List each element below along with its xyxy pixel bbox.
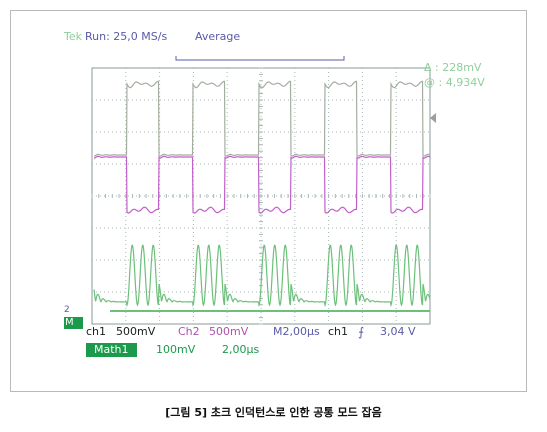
figure-frame (10, 10, 527, 392)
timebase-readout: M2,00μs (273, 325, 320, 338)
ch2-label: Ch2 (178, 325, 200, 338)
rising-edge-icon: ⨍ (358, 325, 365, 339)
math-scale: 100mV (156, 343, 196, 356)
ch2-waveform (94, 155, 431, 214)
ch1-label: ch1 (86, 325, 107, 338)
ch2-marker: 2 (64, 305, 70, 315)
ch1-scale: 500mV (116, 325, 156, 338)
cursor-at-readout: @ : 4,934V (424, 76, 485, 89)
math-marker: M (64, 317, 83, 329)
trigger-level: 3,04 V (380, 325, 416, 338)
trigger-source: ch1 (328, 325, 349, 338)
ch1-waveform (94, 80, 431, 157)
acquisition-mode: Average (195, 30, 241, 43)
math-timebase: 2,00μs (222, 343, 260, 356)
graticule (91, 67, 431, 325)
ch2-scale: 500mV (209, 325, 249, 338)
brand-label: Tek (64, 30, 82, 43)
trigger-position-bracket (175, 56, 345, 61)
trigger-level-arrow-icon (430, 113, 436, 123)
cursor-delta-readout: Δ : 228mV (424, 61, 482, 74)
math-label-badge: Math1 (86, 343, 137, 357)
run-status: Run: 25,0 MS/s (85, 30, 168, 43)
math-waveform (93, 244, 431, 308)
figure-caption: [그림 5] 초크 인덕턴스로 인한 공통 모드 잡음 (165, 406, 382, 419)
